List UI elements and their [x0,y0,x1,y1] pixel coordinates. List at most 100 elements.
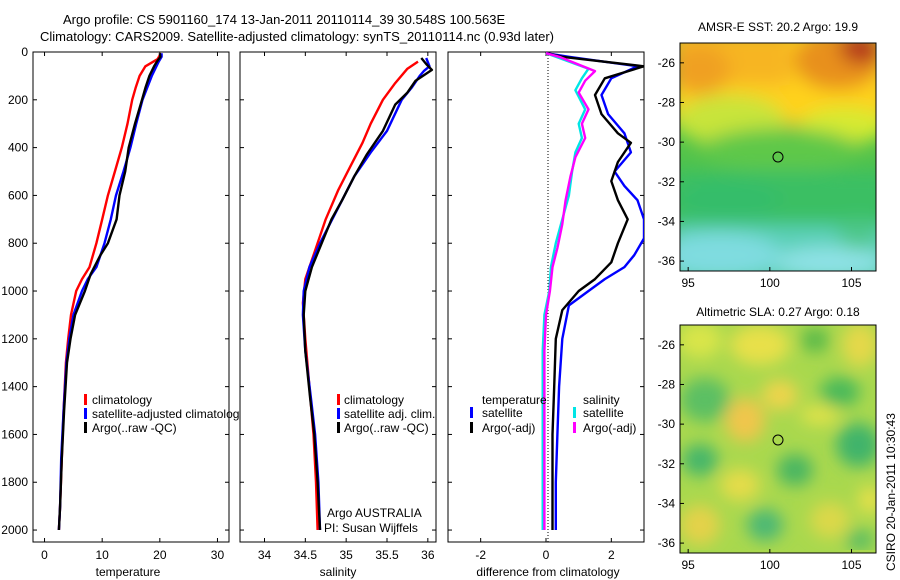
temperature-legend: climatology satellite-adjusted climatolo… [84,393,245,435]
sst-map-frame [679,42,877,272]
x-tick-label: 20 [153,548,167,562]
series-line-argo-raw-qc- [57,53,162,531]
y-tick-label: 1600 [1,427,28,441]
legend-label-argo: Argo(..raw -QC) [344,421,429,435]
depth-y-ticks: 0 200 400 600 800 1000 1200 1400 1600 1800 2000 [1,45,28,537]
y-tick-label: 400 [8,141,28,155]
sst-map-title: AMSR-E SST: 20.2 Argo: 19.9 [698,20,858,34]
temperature-xlabel: temperature [96,565,161,579]
salinity-panel: 34 34.5 35 35.5 36 salinity climatology sate… [239,51,437,579]
map-y-tick-label: -34 [658,214,676,228]
map-y-tick-label: -36 [658,536,676,550]
y-tick-label: 1800 [1,475,28,489]
legend-swatch-argo [84,422,87,433]
legend-swatch-climatology [337,394,340,405]
legend-label-satellite: satellite-adjusted climatology [92,407,245,421]
difference-legend: temperature satellite Argo(-adj) salinit… [470,393,636,435]
map-x-tick-label: 95 [681,276,695,290]
map-y-tick-label: -36 [658,254,676,268]
map-y-tick-label: -32 [658,175,676,189]
y-tick-label: 0 [21,45,28,59]
map-y-tick-label: -28 [658,95,676,109]
salinity-legend: climatology satellite adj. clim. Argo(..… [337,393,435,435]
series-line-salinity-argo-adj- [543,52,597,530]
salinity-series [301,57,434,531]
difference-panel: -2 0 2 difference from climatology tempera… [447,51,645,579]
temperature-panel: 0 10 20 30 0 200 400 600 800 1000 1200 1400 1600 180… [1,45,245,579]
map-x-tick-label: 95 [681,558,695,572]
series-line-argo-raw-qc- [302,57,434,531]
difference-axes [447,51,645,543]
legend-swatch-climatology [84,394,87,405]
difference-series [541,52,644,530]
title-line-1: Argo profile: CS 5901160_174 13-Jan-2011… [63,12,505,27]
temperature-series [57,52,163,531]
sst-argo-marker [772,151,784,163]
difference-xlabel: difference from climatology [476,565,619,579]
x-tick-label: 2 [608,548,615,562]
map-x-tick-label: 105 [841,558,861,572]
legend-label-argo: Argo(..raw -QC) [92,421,177,435]
sla-argo-marker [772,434,784,446]
map-x-tick-label: 100 [760,276,780,290]
sst-map-ticks: 95 100 105 -26 -28 -30 -32 -34 -36 [658,56,862,290]
sla-heatmap [680,325,876,553]
legend-label-temp-argo: Argo(-adj) [482,421,535,435]
y-tick-label: 1000 [1,284,28,298]
sla-map-frame [679,324,877,554]
y-tick-label: 200 [8,93,28,107]
x-tick-label: 10 [95,548,109,562]
difference-x-ticks: -2 0 2 [448,51,644,562]
annotation-pi: PI: Susan Wijffels [324,521,418,535]
y-tick-label: 800 [8,236,28,250]
legend-swatch-satellite [84,408,87,419]
sla-map-ticks: 95 100 105 -26 -28 -30 -32 -34 -36 [658,338,862,572]
legend-label-sal-argo: Argo(-adj) [583,421,636,435]
title-line-2: Climatology: CARS2009. Satellite-adjuste… [40,29,554,44]
sla-map-title: Altimetric SLA: 0.27 Argo: 0.18 [696,305,860,319]
salinity-axes [239,51,437,543]
y-tick-label: 2000 [1,523,28,537]
legend-header-salinity: salinity [583,393,620,407]
legend-label-sal-satellite: satellite [583,406,624,420]
x-tick-label: 36 [421,548,435,562]
temperature-axes [32,51,230,543]
map-x-tick-label: 100 [760,558,780,572]
map-y-tick-label: -34 [658,496,676,510]
x-tick-label: 35 [339,548,353,562]
y-tick-label: 1400 [1,380,28,394]
x-tick-label: 30 [211,548,225,562]
series-line-temperature-satellite [545,52,644,530]
legend-swatch-argo [337,422,340,433]
y-tick-label: 1200 [1,332,28,346]
x-tick-label: 34.5 [294,548,318,562]
timestamp: CSIRO 20-Jan-2011 10:30:43 [884,413,898,571]
legend-swatch-satellite [337,408,340,419]
legend-header-temperature: temperature [482,393,547,407]
x-tick-label: 34 [258,548,272,562]
legend-swatch-temp-satellite [470,407,473,418]
annotation-argo-australia: Argo AUSTRALIA [327,506,422,520]
x-tick-label: 0 [41,548,48,562]
series-line-salinity-satellite [541,52,590,530]
legend-label-temp-satellite: satellite [482,406,523,420]
salinity-x-ticks: 34 34.5 35 35.5 36 [240,51,436,562]
salinity-xlabel: salinity [320,565,357,579]
sla-map-panel: Altimetric SLA: 0.27 Argo: 0.18 [658,305,877,572]
x-tick-label: 0 [543,548,550,562]
x-tick-label: -2 [475,548,486,562]
legend-swatch-temp-argo [470,422,473,433]
map-y-tick-label: -30 [658,417,676,431]
temperature-x-ticks: 0 10 20 30 [33,51,229,562]
x-tick-label: 35.5 [375,548,399,562]
legend-label-satellite: satellite adj. clim. [344,407,435,421]
map-y-tick-label: -28 [658,377,676,391]
sst-map-panel: AMSR-E SST: 20.2 Argo: 19.9 9 [658,20,877,290]
legend-swatch-sal-satellite [573,407,576,418]
y-tick-label: 600 [8,188,28,202]
legend-swatch-sal-argo [573,422,576,433]
map-y-tick-label: -30 [658,135,676,149]
map-y-tick-label: -26 [658,56,676,70]
legend-label-climatology: climatology [92,393,152,407]
